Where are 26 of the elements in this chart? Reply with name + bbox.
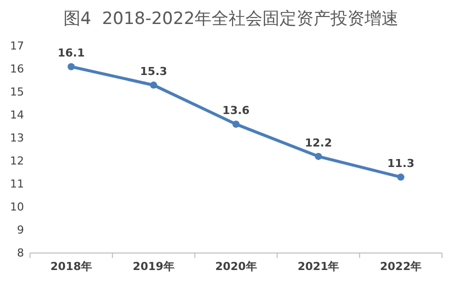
data-label: 15.3	[140, 65, 168, 78]
y-tick-label: 8	[17, 246, 24, 260]
point	[232, 120, 240, 128]
x-tick-label: 2019年	[132, 260, 174, 273]
data-label: 16.1	[58, 46, 85, 60]
point	[68, 63, 75, 70]
point	[397, 174, 404, 181]
chart-title: 图4 2018-2022年全社会固定资产投资增速	[63, 9, 399, 29]
x-tick-label: 2021年	[298, 260, 340, 273]
point	[150, 82, 158, 89]
y-tick-label: 12	[10, 154, 24, 168]
data-label: 11.3	[387, 157, 414, 170]
x-tick-label: 2018年	[50, 260, 92, 273]
y-tick-label: 10	[10, 200, 24, 214]
data-label: 12.2	[304, 136, 332, 150]
x-tick-label: 2022年	[380, 260, 422, 273]
x-tick-label: 2020年	[215, 260, 257, 273]
data-label: 13.6	[222, 104, 250, 118]
y-tick-label: 14	[10, 108, 24, 122]
y-tick-label: 13	[10, 132, 24, 145]
y-tick-label: 15	[10, 86, 24, 99]
y-tick-label: 17	[10, 40, 24, 53]
y-tick-label: 11	[10, 178, 24, 191]
point	[314, 152, 322, 160]
y-tick-label: 16	[10, 62, 24, 76]
y-tick-label: 9	[17, 224, 24, 237]
